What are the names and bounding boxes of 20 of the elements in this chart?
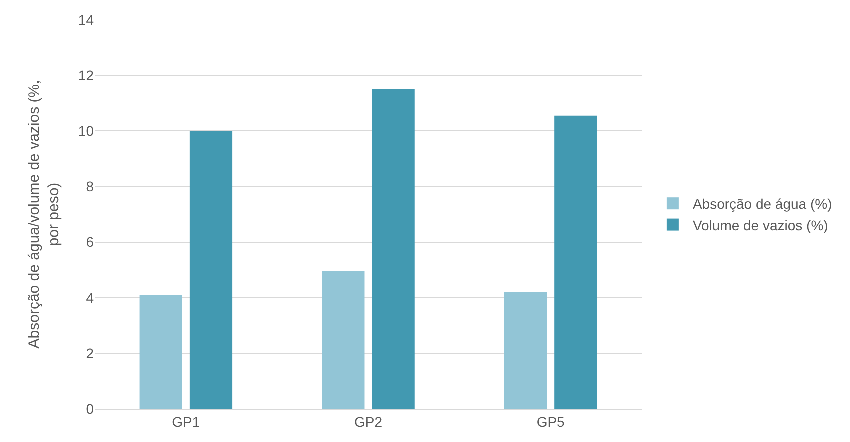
y-tick-label: 10 xyxy=(78,123,94,140)
bar xyxy=(554,116,598,409)
y-tick-label: 0 xyxy=(86,400,94,417)
legend-label: Volume de vazios (%) xyxy=(692,217,828,234)
x-tick-label: GP5 xyxy=(536,414,566,430)
legend-label: Absorção de água (%) xyxy=(692,196,832,212)
y-tick-label: 14 xyxy=(78,12,94,28)
x-tick-label: GP1 xyxy=(172,414,200,430)
y-axis-title: Absorção de água/volume de vazios (%, por peso) xyxy=(26,80,63,349)
x-tick-label: GP2 xyxy=(354,414,383,430)
bar xyxy=(372,89,415,409)
y-tick-label: 12 xyxy=(78,67,94,84)
y-tick-label: 2 xyxy=(86,345,94,362)
bar xyxy=(322,271,365,409)
bar xyxy=(140,295,182,409)
y-tick-label: 8 xyxy=(86,178,94,195)
bar xyxy=(190,131,233,409)
bar xyxy=(504,292,548,409)
y-tick-label: 6 xyxy=(86,234,94,250)
y-tick-label: 4 xyxy=(86,290,94,306)
